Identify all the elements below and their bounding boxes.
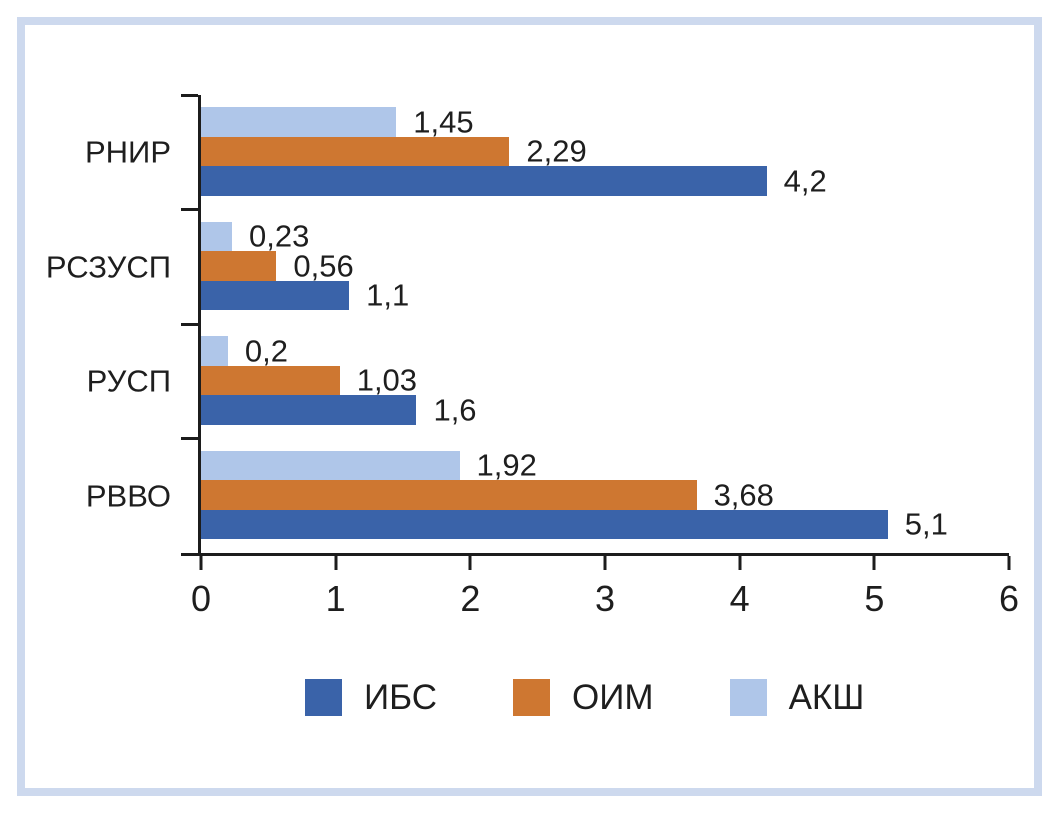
bar-ибс: 5,1 [201, 509, 948, 540]
x-axis-tick [334, 556, 338, 570]
bar-оим: 0,56 [201, 250, 354, 281]
category-label: РВВО [85, 478, 171, 514]
bar-value-label: 0,23 [248, 218, 310, 254]
y-axis-tick [181, 322, 198, 326]
bar-value-label: 3,68 [713, 477, 774, 513]
bar-ибс: 4,2 [201, 165, 827, 196]
bar-оим: 3,68 [201, 479, 774, 510]
bar-value-label: 1,1 [366, 277, 410, 313]
bar-value-label: 0,56 [293, 248, 354, 284]
y-axis-tick [181, 208, 198, 211]
legend-label: АКШ [788, 678, 865, 717]
y-axis-tick [181, 437, 198, 440]
legend-label: ОИМ [572, 678, 654, 717]
x-axis-tick [199, 556, 203, 570]
bar-value-label: 1,6 [433, 392, 477, 428]
bar-group-1: РНИР 1,45 2,29 4,2 [85, 95, 1009, 210]
bar-group-4: РВВО 1,92 3,68 5,1 [86, 439, 1009, 554]
bar-оим: 1,03 [201, 365, 417, 396]
x-axis-tick-label: 4 [729, 578, 750, 619]
category-label: РСЗУСП [45, 249, 171, 285]
x-axis-tick-label: 3 [594, 578, 616, 619]
bar-value-label: 4,2 [783, 163, 827, 199]
bar-value-label: 1,03 [356, 362, 418, 398]
bar-ибс: 1,6 [201, 394, 477, 425]
x-axis-tick-label: 5 [864, 578, 885, 619]
x-axis-tick [872, 556, 876, 570]
x-axis-tick-label: 1 [325, 578, 346, 619]
x-axis-tick-label: 0 [190, 578, 212, 619]
x-axis-tick [603, 556, 607, 570]
x-axis-tick [1007, 556, 1011, 570]
legend-swatch-icon [305, 679, 342, 716]
bar-ибс: 1,1 [201, 280, 409, 311]
x-axis-tick [468, 556, 472, 570]
bar-value-label: 5,1 [904, 506, 948, 542]
category-label: РУСП [86, 363, 171, 399]
legend-swatch-icon [729, 679, 767, 716]
bar-value-label: 0,2 [244, 333, 289, 369]
category-label: РНИР [84, 134, 171, 170]
bar-акш: 0,2 [201, 335, 288, 366]
bar-group-3: РУСП 0,2 1,03 1,6 [87, 324, 1009, 439]
bar-акш: 1,45 [201, 106, 474, 137]
bar-акш: 0,23 [201, 221, 309, 252]
x-axis-tick-label: 2 [460, 578, 481, 619]
bar-акш: 1,92 [201, 450, 537, 481]
y-axis-tick [181, 93, 198, 97]
bar-оим: 2,29 [201, 136, 587, 167]
legend-item-оим: ОИМ [513, 679, 654, 716]
bar-group-2: РСЗУСП 0,23 0,56 1,1 [46, 210, 1009, 325]
legend-item-ибс: ИБС [305, 679, 437, 716]
x-axis-origin-tick [181, 553, 201, 556]
legend-item-акш: АКШ [729, 678, 865, 717]
plot-area: РНИР 1,45 2,29 4,2 РСЗУСП 0,23 0,56 1,1 РУСП 0,2 1… [46, 93, 1019, 617]
bar-value-label: 1,45 [413, 104, 474, 140]
legend-swatch-icon [513, 679, 551, 716]
bar-value-label: 2,29 [526, 133, 587, 169]
figure-border [17, 17, 1042, 796]
legend: ИБС ОИМ АКШ [305, 679, 864, 716]
legend-label: ИБС [364, 678, 438, 717]
x-axis-tick [738, 556, 742, 570]
bar-value-label: 1,92 [476, 447, 537, 483]
x-axis-tick-label: 6 [998, 578, 1020, 619]
